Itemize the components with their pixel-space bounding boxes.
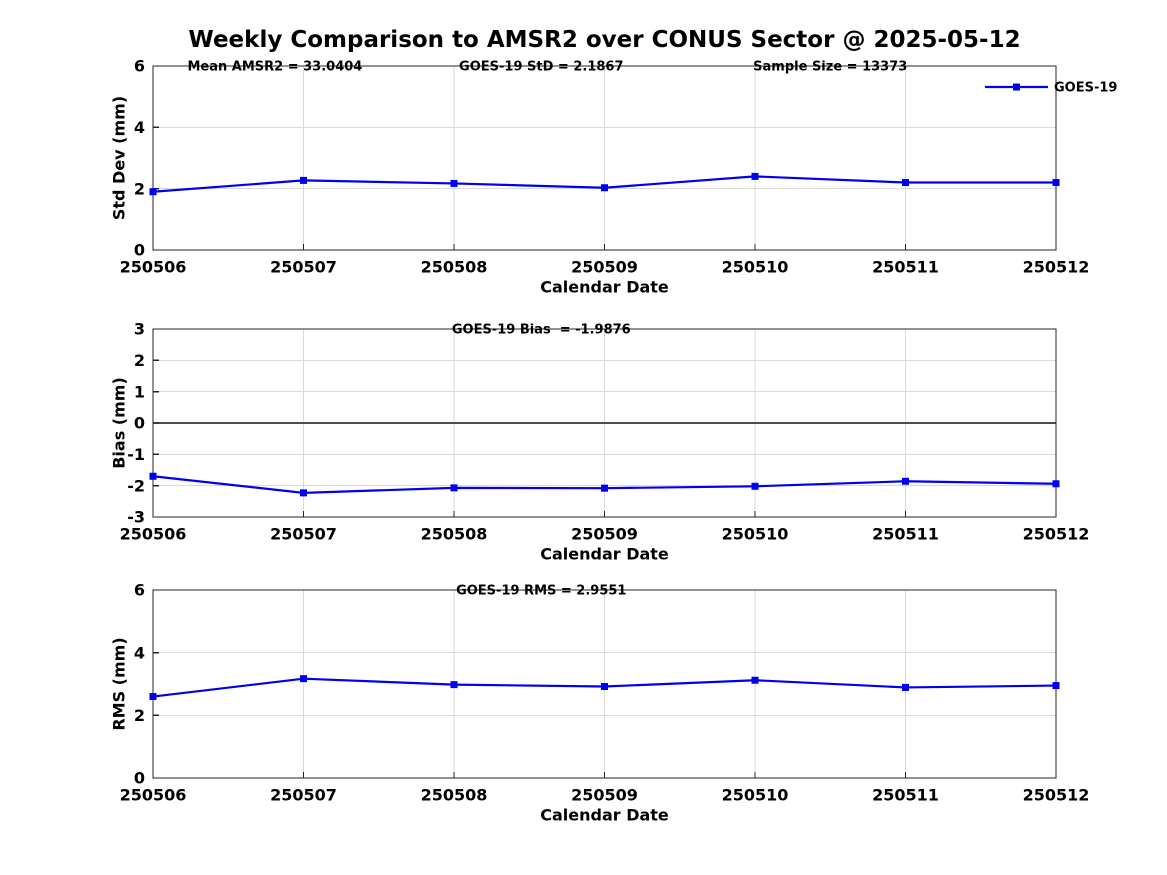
subplot-std-dev: 250506 250507 250508 250509 250510 250511 2505… [110, 57, 1118, 297]
x-tick-label: 250509 [571, 525, 638, 544]
data-point-marker [450, 179, 458, 187]
data-point-marker [902, 477, 909, 485]
data-point-marker [450, 681, 458, 689]
y-tick-label: 6 [134, 57, 145, 76]
x-tick-label: 250509 [571, 258, 638, 277]
x-tick-label: 250510 [722, 258, 789, 277]
data-point-marker [1052, 480, 1060, 488]
data-point-marker [902, 683, 909, 691]
annotation-text: GOES-19 RMS = 2.9551 [456, 584, 626, 599]
annotation-text: GOES-19 StD = 2.1867 [459, 60, 623, 75]
x-tick-label: 250509 [571, 786, 638, 805]
data-point-marker [149, 188, 157, 196]
x-tick-label: 250512 [1023, 786, 1090, 805]
x-tick-label: 250511 [872, 258, 939, 277]
x-tick-label: 250506 [120, 786, 187, 805]
y-tick-label: 2 [134, 179, 145, 198]
data-point-marker [1052, 179, 1060, 187]
x-tick-label: 250510 [722, 525, 789, 544]
data-point-marker [149, 693, 157, 701]
annotation-text: Sample Size = 13373 [753, 60, 907, 75]
data-point-marker [751, 482, 759, 490]
x-tick-label: 250511 [872, 786, 939, 805]
x-tick-label: 250508 [421, 786, 488, 805]
annotation-text: GOES-19 Bias = -1.9876 [452, 323, 631, 338]
x-tick-label: 250508 [421, 525, 488, 544]
legend-label: GOES-19 [1054, 81, 1117, 96]
x-axis-label: Calendar Date [540, 545, 669, 564]
y-axis-label: RMS (mm) [110, 637, 129, 730]
y-tick-label: 0 [134, 769, 145, 788]
x-tick-label: 250508 [421, 258, 488, 277]
data-point-marker [300, 176, 307, 184]
subplot-bias: 250506 250507 250508 250509 250510 250511 2505… [110, 320, 1090, 564]
x-axis-label: Calendar Date [540, 806, 669, 825]
x-tick-label: 250506 [120, 258, 187, 277]
legend: GOES-19 [985, 81, 1117, 96]
data-point-marker [751, 676, 759, 684]
y-tick-label: 1 [134, 382, 145, 401]
y-tick-label: -3 [127, 508, 145, 527]
x-tick-label: 250511 [872, 525, 939, 544]
figure-title: Weekly Comparison to AMSR2 over CONUS Se… [188, 27, 1021, 53]
data-point-marker [300, 489, 307, 497]
y-tick-label: 0 [134, 414, 145, 433]
y-tick-label: 2 [134, 706, 145, 725]
x-tick-label: 250507 [270, 258, 337, 277]
data-point-marker [300, 675, 307, 683]
data-point-marker [149, 472, 157, 480]
x-tick-label: 250512 [1023, 525, 1090, 544]
x-tick-label: 250507 [270, 525, 337, 544]
y-axis-label: Std Dev (mm) [110, 96, 129, 220]
legend-marker-sample [1013, 83, 1020, 91]
data-point-marker [601, 184, 608, 192]
data-point-marker [601, 484, 608, 492]
x-tick-label: 250507 [270, 786, 337, 805]
y-tick-label: 3 [134, 320, 145, 339]
data-point-marker [902, 179, 909, 187]
annotation-text: Mean AMSR2 = 33.0404 [187, 60, 362, 75]
y-tick-label: 6 [134, 581, 145, 600]
y-tick-label: 4 [134, 643, 145, 662]
x-tick-label: 250510 [722, 786, 789, 805]
x-axis-label: Calendar Date [540, 278, 669, 297]
y-tick-label: 2 [134, 351, 145, 370]
data-point-marker [1052, 682, 1060, 690]
data-point-marker [601, 683, 608, 691]
y-tick-label: 4 [134, 118, 145, 137]
data-point-marker [751, 172, 759, 180]
data-point-marker [450, 484, 458, 492]
x-tick-label: 250512 [1023, 258, 1090, 277]
x-tick-label: 250506 [120, 525, 187, 544]
y-tick-label: -2 [127, 476, 145, 495]
subplot-rms: 250506 250507 250508 250509 250510 250511 2505… [110, 581, 1090, 825]
y-tick-label: 0 [134, 241, 145, 260]
y-axis-label: Bias (mm) [110, 377, 129, 469]
y-tick-label: -1 [127, 445, 145, 464]
